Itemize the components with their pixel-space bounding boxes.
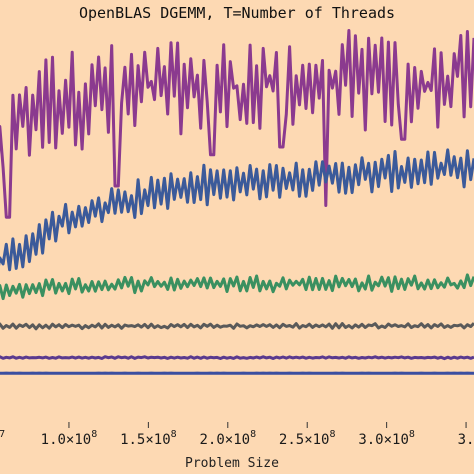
series-line-2: [0, 148, 474, 272]
x-tick-label: 3.0×108: [358, 429, 415, 448]
series-layer: [0, 29, 474, 375]
x-tick-label: 1.0×108: [41, 429, 98, 448]
x-tick-label: 2.0×108: [199, 429, 256, 448]
series-line-1: [0, 29, 474, 219]
x-tick-label: 1.5×108: [120, 429, 177, 448]
x-tick-label: 2.5×108: [279, 429, 336, 448]
chart-title: OpenBLAS DGEMM, T=Number of Threads: [79, 4, 395, 22]
x-tick-layer: ×107 1.0×108 1.5×108 2.0×108 2.5×108 3.0×108 3…: [0, 422, 474, 448]
x-tick-label: 3.: [458, 432, 474, 448]
series-line-3: [0, 273, 474, 301]
series-line-4: [0, 322, 474, 331]
x-axis-label: Problem Size: [185, 456, 279, 471]
x-tick-label: ×107: [0, 429, 5, 448]
series-line-5: [0, 355, 474, 361]
